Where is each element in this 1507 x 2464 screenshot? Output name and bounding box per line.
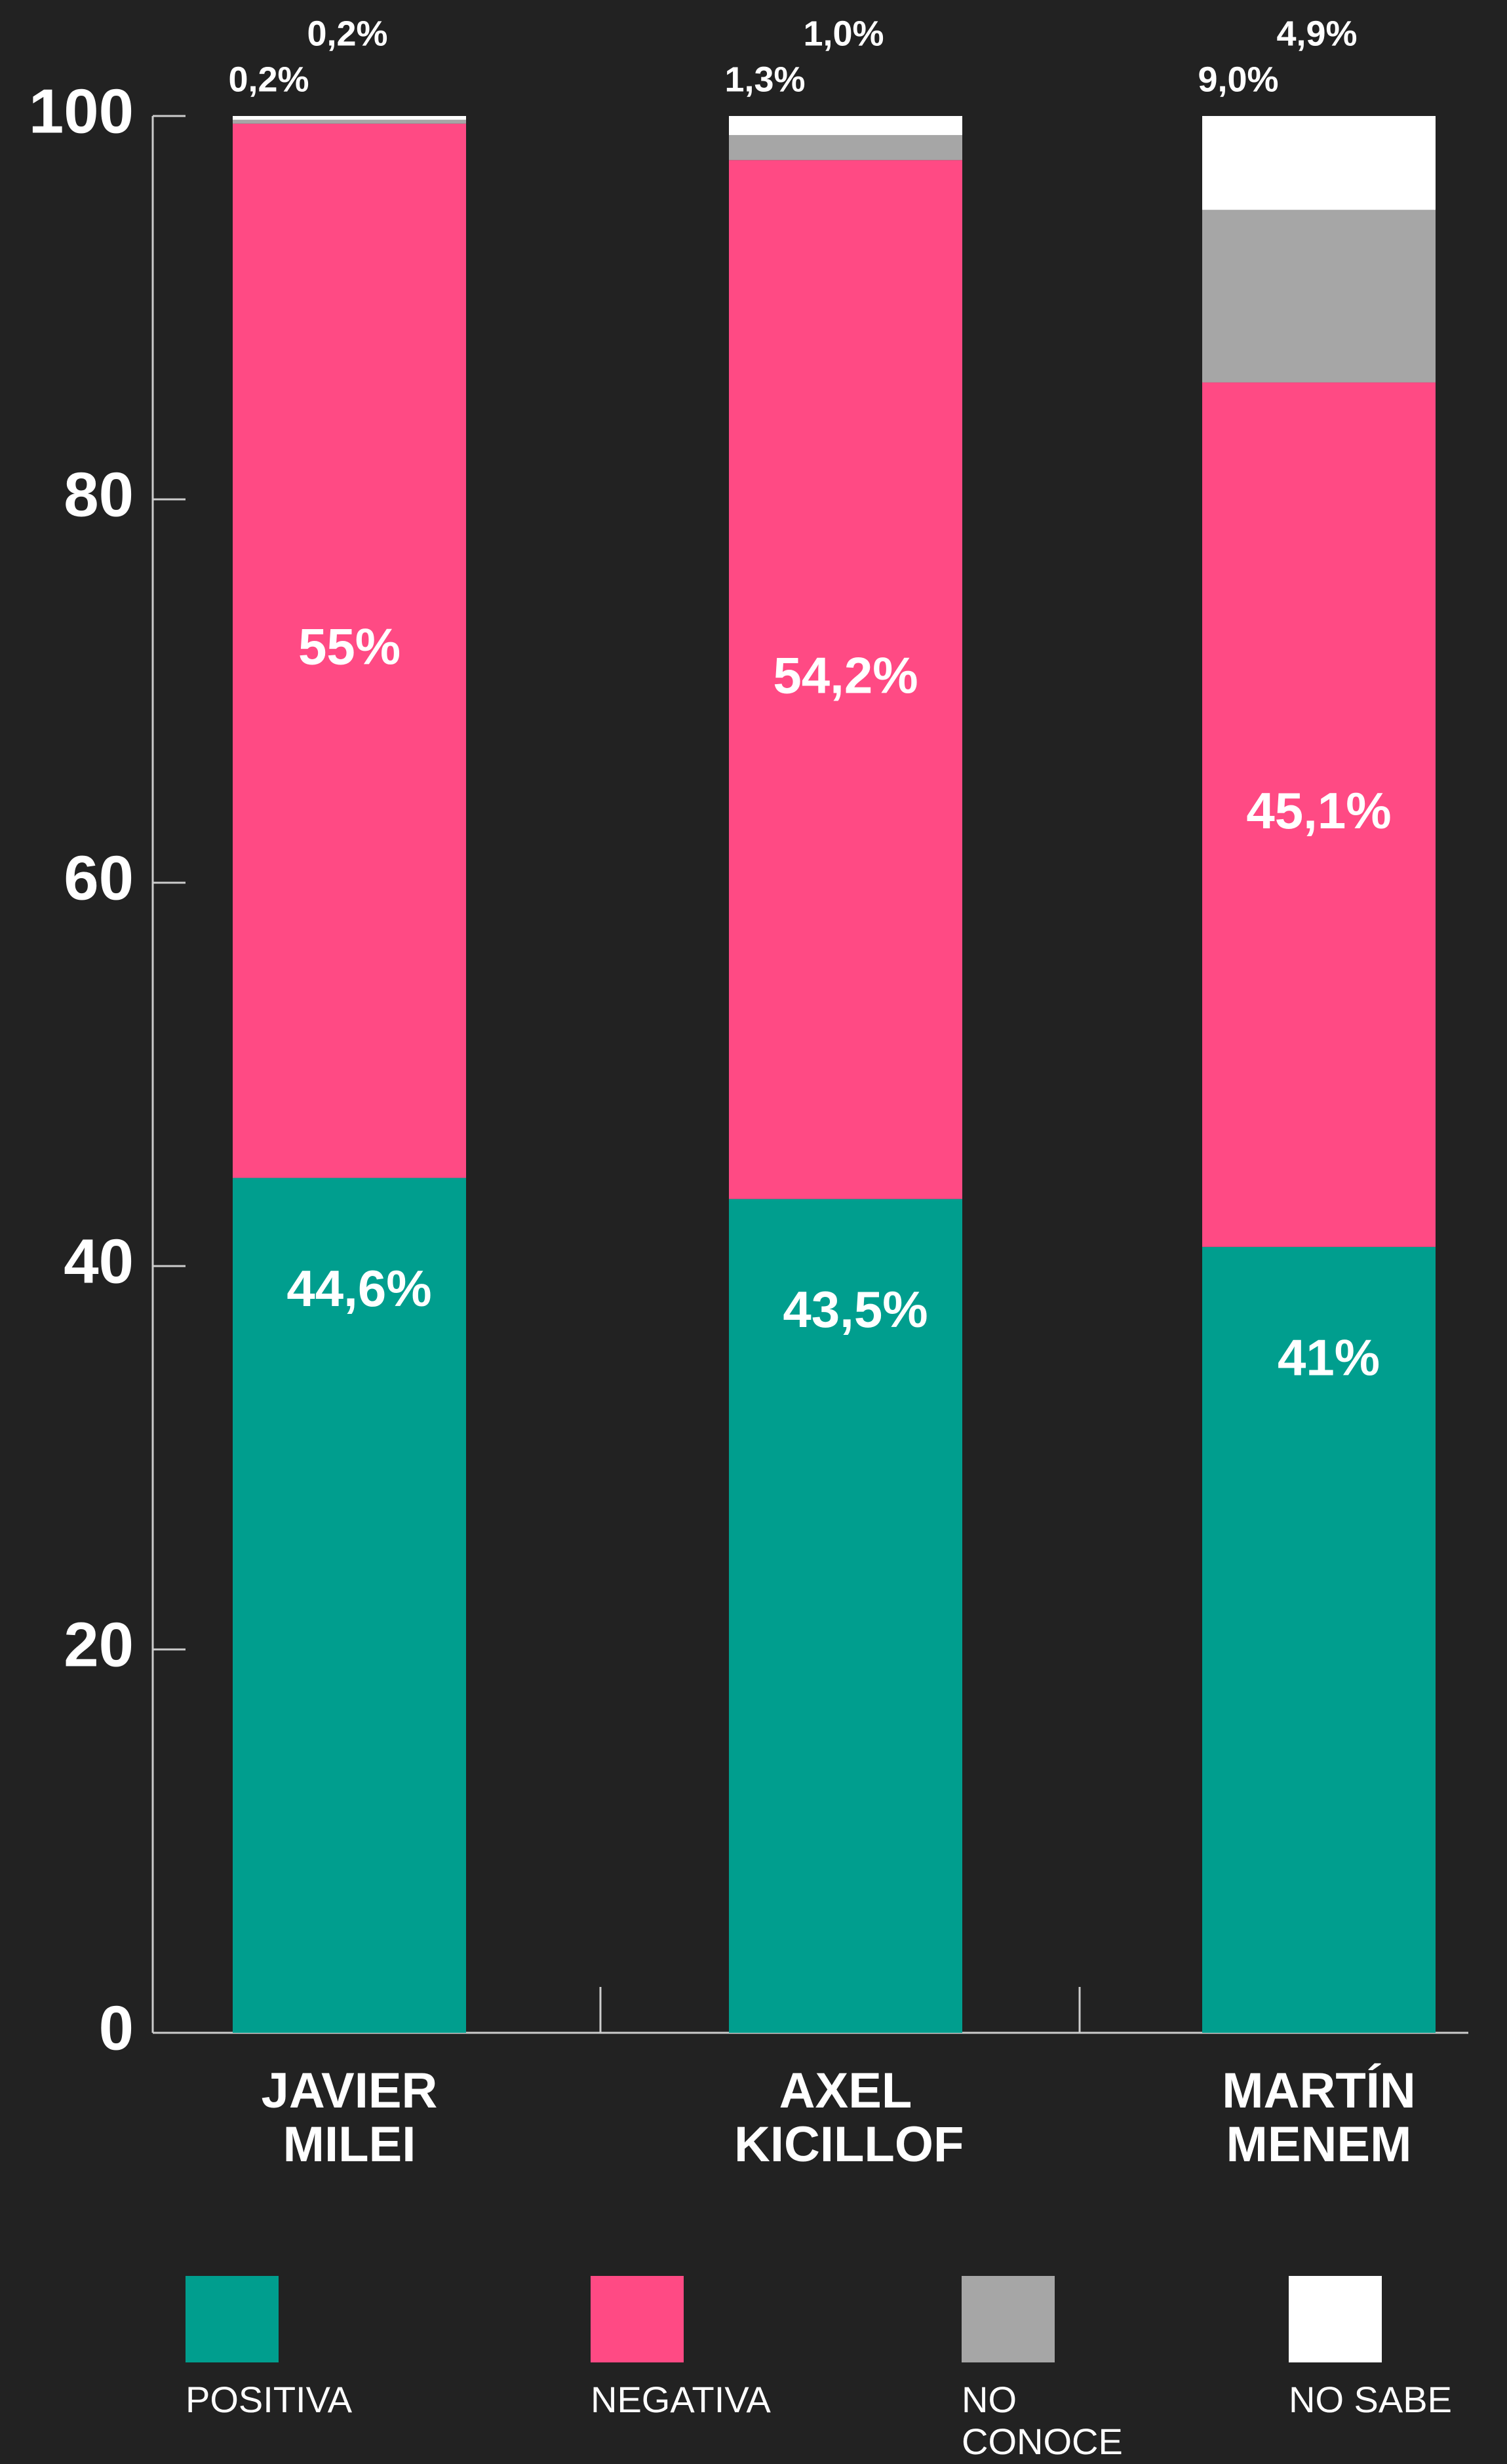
- bar-segment: [1202, 382, 1436, 1247]
- bar-segment: [729, 135, 962, 161]
- y-tick-label: 0: [99, 1993, 134, 2063]
- value-label: 0,2%: [228, 60, 309, 99]
- bar-segment: [1202, 210, 1436, 383]
- category-label: MARTÍN MENEM: [1222, 2063, 1416, 2172]
- bar-segment: [233, 116, 466, 120]
- value-label: 43,5%: [783, 1280, 928, 1338]
- value-label: 45,1%: [1246, 782, 1391, 839]
- value-label: 1,0%: [803, 14, 884, 53]
- y-tick-label: 80: [64, 459, 134, 529]
- value-label: 9,0%: [1198, 60, 1278, 99]
- value-label: 41%: [1278, 1328, 1380, 1386]
- bar-segment: [233, 1178, 466, 2033]
- legend-label: NO CONOCE: [962, 2379, 1123, 2462]
- value-label: 44,6%: [286, 1260, 431, 1317]
- category-label: AXEL KICILLOF: [734, 2063, 964, 2172]
- legend-label: NO SABE: [1289, 2379, 1452, 2420]
- bar-segment: [233, 119, 466, 124]
- legend-swatch: [591, 2276, 684, 2362]
- bar-segment: [729, 1199, 962, 2033]
- y-tick-label: 20: [64, 1609, 134, 1680]
- y-tick-label: 100: [29, 76, 134, 146]
- bar-segment: [729, 116, 962, 136]
- bar-segment: [233, 123, 466, 1178]
- bar-segment: [1202, 1246, 1436, 2033]
- legend-swatch: [186, 2276, 279, 2362]
- value-label: 54,2%: [773, 647, 918, 704]
- value-label: 1,3%: [724, 60, 805, 99]
- bar-segment: [1202, 116, 1436, 210]
- y-tick-label: 60: [64, 843, 134, 913]
- value-label: 0,2%: [307, 14, 387, 53]
- legend-swatch: [962, 2276, 1055, 2362]
- value-label: 55%: [298, 618, 401, 676]
- bar-segment: [729, 160, 962, 1199]
- value-label: 4,9%: [1276, 14, 1357, 53]
- legend-label: POSITIVA: [186, 2379, 353, 2420]
- legend-swatch: [1289, 2276, 1382, 2362]
- legend-label: NEGATIVA: [591, 2379, 771, 2420]
- category-label: JAVIER MILEI: [261, 2063, 438, 2172]
- y-tick-label: 40: [64, 1226, 134, 1296]
